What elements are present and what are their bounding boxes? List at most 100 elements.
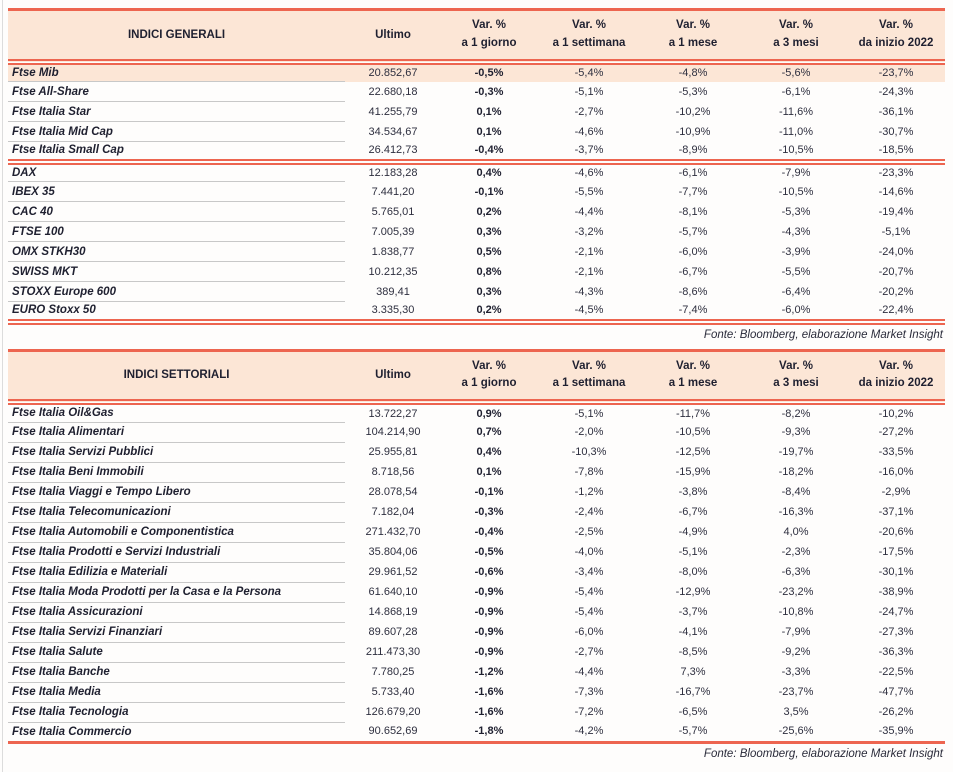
value-cell: -4,9% [678,526,708,539]
value-cell: -3,4% [574,566,604,579]
value-cell: -5,4% [574,606,604,619]
table-row: Ftse Italia Servizi Finanziari 89.607,28 -… [8,622,945,643]
value-cell: 22.680,18 [368,85,418,98]
value-cell: -8,4% [781,486,811,499]
table-row: Ftse Italia Viaggi e Tempo Libero 28.078,… [8,482,945,503]
index-name-cell: SWISS MKT [8,261,345,283]
value-cell: -10,5% [778,185,814,198]
value-cell: -1,2% [574,486,604,499]
value-cell: -4,0% [574,546,604,559]
value-cell: 0,9% [476,407,502,420]
value-cell: -0,9% [474,606,504,619]
indici-generali-table: INDICI GENERALI Ultimo Var. % a 1 giorno… [8,8,945,325]
value-cell: 89.607,28 [368,626,418,639]
period-label: a 1 giorno [461,36,517,49]
col-header-var-3-mesi: Var. % a 3 mesi [745,350,847,406]
index-name-cell: Ftse Italia Assicurazioni [8,602,345,623]
value-cell: -6,4% [781,285,811,298]
value-cell: -0,9% [474,586,504,599]
value-cell: -6,7% [678,506,708,519]
value-cell: -14,6% [878,185,914,198]
value-cell: 7.441,20 [371,185,415,198]
value-cell: 7.005,39 [371,225,415,238]
value-cell: -6,3% [781,566,811,579]
value-cell: 8.718,56 [371,466,415,479]
table-row: IBEX 35 7.441,20 -0,1% -5,5% -7,7% -10,5% -14,… [8,181,945,203]
index-name-cell: Ftse Italia Servizi Finanziari [8,622,345,643]
value-cell: -5,7% [678,225,708,238]
value-cell: -10,2% [675,105,711,118]
value-cell: 34.534,67 [368,125,418,138]
table-row: Ftse Italia Tecnologia 126.679,20 -1,6% -7,… [8,702,945,723]
value-cell: -3,9% [781,245,811,258]
period-label: a 1 settimana [552,377,626,390]
value-cell: -5,5% [574,185,604,198]
var-label: Var. % [572,359,606,372]
value-cell: 10.212,35 [368,265,418,278]
value-cell: -0,9% [474,646,504,659]
col-header-var-1-mese: Var. % a 1 mese [641,9,745,65]
var-label: Var. % [879,359,913,372]
table-row: OMX STKH30 1.838,77 0,5% -2,1% -6,0% -3,9% -24… [8,241,945,263]
col-header-var-1-mese: Var. % a 1 mese [641,350,745,406]
value-cell: -0,4% [474,526,504,539]
table-row: Ftse Italia Automobili e Componentistica… [8,522,945,543]
value-cell: 0,1% [476,466,502,479]
value-cell: 5.733,40 [371,686,415,699]
value-cell: -9,3% [781,426,811,439]
table-row: Ftse Italia Edilizia e Materiali 29.961,5… [8,562,945,583]
value-cell: -4,4% [574,205,604,218]
value-cell: 0,7% [476,426,502,439]
col-header-ultimo: Ultimo [345,350,441,406]
value-cell: -19,7% [778,446,814,459]
table-row: FTSE 100 7.005,39 0,3% -3,2% -5,7% -4,3% -5,1% [8,221,945,243]
value-cell: -15,9% [675,466,711,479]
period-label: da inizio 2022 [858,377,934,390]
header-row: INDICI SETTORIALI Ultimo Var. % a 1 gior… [8,350,945,406]
value-cell: -0,4% [441,141,537,165]
value-cell: 12.183,28 [368,167,418,180]
value-cell: -3,7% [537,141,641,165]
value-cell: -4,8% [641,61,745,82]
value-cell: -0,5% [474,546,504,559]
value-cell: -6,5% [678,706,708,719]
table-row: Ftse Italia Assicurazioni 14.868,19 -0,9% -… [8,602,945,623]
index-name-cell: Ftse Mib [8,61,345,83]
period-label: da inizio 2022 [858,36,934,49]
table-row: Ftse Italia Star 41.255,79 0,1% -2,7% -10,2%… [8,101,945,123]
value-cell: -5,3% [678,85,708,98]
value-cell: -3,7% [678,606,708,619]
index-name-cell: EURO Stoxx 50 [12,304,96,317]
table-row: Ftse Italia Oil&Gas 13.722,27 0,9% -5,1% -11… [8,402,945,423]
value-cell: 211.473,30 [365,646,421,659]
value-cell: 26.412,73 [345,141,441,165]
value-cell: -4,5% [574,304,604,317]
value-cell: -9,2% [781,646,811,659]
table-row: Ftse Italia Telecomunicazioni 7.182,04 -0,… [8,502,945,523]
value-cell: -18,2% [778,466,814,479]
index-name-cell: Ftse Italia Star [8,101,345,123]
value-cell: -23,3% [878,167,914,180]
value-cell: 0,2% [476,205,502,218]
value-cell: -7,2% [574,706,604,719]
value-cell: -8,6% [678,285,708,298]
value-cell: -30,1% [878,566,914,579]
value-cell: -10,9% [675,125,711,138]
table-row: Ftse Italia Prodotti e Servizi Industria… [8,542,945,563]
value-cell: -5,6% [745,61,847,82]
table-row: SWISS MKT 10.212,35 0,8% -2,1% -6,7% -5,5% -20… [8,261,945,283]
value-cell: 0,5% [476,245,502,258]
table-row: Ftse Italia Beni Immobili 8.718,56 0,1% -7,… [8,462,945,483]
value-cell: -5,4% [574,586,604,599]
value-cell: -2,9% [881,486,911,499]
value-cell: 7.780,25 [371,666,415,679]
var-label: Var. % [676,19,710,31]
value-cell: -5,1% [881,225,911,238]
table-row: STOXX Europe 600 389,41 0,3% -4,3% -8,6% -6,4… [8,281,945,303]
index-name-cell: FTSE 100 [8,221,345,243]
value-cell: -12,9% [675,586,711,599]
value-cell: -1,2% [474,666,504,679]
var-label: Var. % [676,359,710,372]
value-cell: -36,1% [878,105,914,118]
value-cell: -16,7% [675,686,711,699]
